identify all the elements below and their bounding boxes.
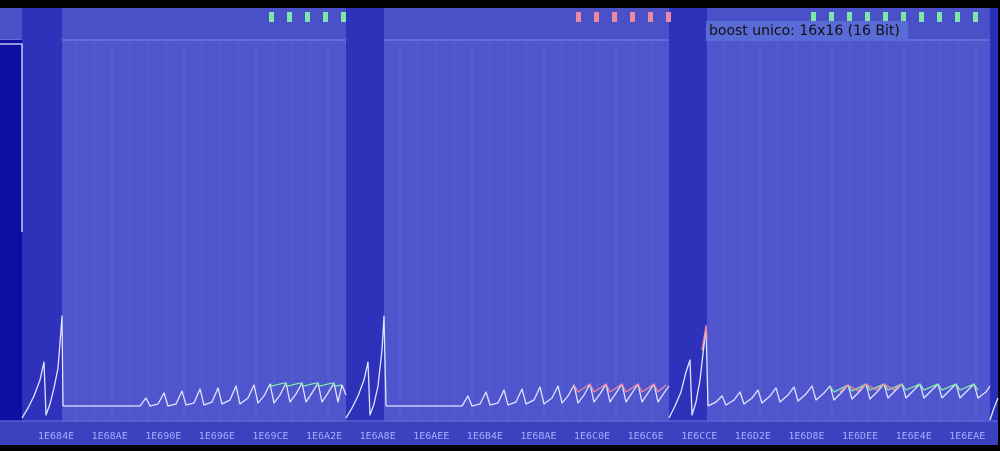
x-axis-labels: 1E684E 1E68AE 1E690E 1E696E 1E69CE 1E6A2E 1E6A…: [38, 431, 985, 442]
x-axis-label: 1E68AE: [92, 431, 128, 442]
x-axis-label: 1E6DEE: [842, 431, 878, 442]
x-axis-label: 1E696E: [199, 431, 235, 442]
red-marker: [648, 12, 653, 22]
green-marker: [883, 12, 888, 22]
red-marker: [612, 12, 617, 22]
green-marker: [955, 12, 960, 22]
green-marker: [937, 12, 942, 22]
plot-area: [0, 8, 998, 445]
x-axis-label: 1E6A2E: [306, 431, 342, 442]
trace-segment-1-green: [269, 382, 343, 387]
bank-band-2: [346, 8, 384, 445]
green-marker: [305, 12, 310, 22]
data-traces: [0, 43, 999, 421]
right-edge-band: [990, 8, 998, 445]
trace-segment-2-red: [573, 383, 667, 393]
x-axis-label: 1E69CE: [252, 431, 288, 442]
x-axis-label: 1E690E: [145, 431, 181, 442]
green-marker: [287, 12, 292, 22]
x-axis-label: 1E6A8E: [360, 431, 396, 442]
x-axis-label: 1E6CCE: [681, 431, 717, 442]
trace-segment-3-green: [829, 383, 979, 393]
green-marker: [865, 12, 870, 22]
trace-segment-2-baseline: [386, 383, 670, 407]
left-edge-band: [0, 40, 22, 445]
trace-segment-3-red-peak: [701, 325, 708, 351]
x-axis-label: 1E6D8E: [788, 431, 824, 442]
x-axis-label: 1E6BAE: [520, 431, 556, 442]
bank-band-3: [669, 8, 707, 445]
trace-segment-3-red: [839, 383, 903, 393]
x-axis-label: 1E6E4E: [896, 431, 932, 442]
x-axis-label: 1E684E: [38, 431, 74, 442]
green-marker: [811, 12, 816, 22]
red-marker: [630, 12, 635, 22]
red-marker: [666, 12, 671, 22]
red-marker: [594, 12, 599, 22]
x-axis-strip: [0, 421, 998, 445]
trace-right-edge: [989, 397, 999, 421]
green-marker: [323, 12, 328, 22]
trace-segment-3-wave: [707, 383, 991, 407]
green-marker: [919, 12, 924, 22]
green-marker: [901, 12, 906, 22]
map-tooltip: boost unico: 16x16 (16 Bit): [706, 21, 908, 41]
green-marker: [269, 12, 274, 22]
trace-segment-3-rise: [668, 325, 709, 419]
x-axis-label: 1E6B4E: [467, 431, 503, 442]
red-marker: [576, 12, 581, 22]
green-marker: [341, 12, 346, 22]
green-marker: [847, 12, 852, 22]
green-marker: [973, 12, 978, 22]
edge-trace: [0, 43, 23, 232]
x-axis-label: 1E6D2E: [735, 431, 771, 442]
trace-segment-2-rise: [345, 315, 387, 419]
green-marker: [829, 12, 834, 22]
top-markers: [269, 12, 978, 22]
trace-segment-1-baseline: [63, 382, 347, 407]
x-axis-label: 1E6C6E: [628, 431, 664, 442]
x-axis-label: 1E6EAE: [949, 431, 985, 442]
trace-segment-1-rise: [21, 315, 64, 419]
x-axis-label: 1E6AEE: [413, 431, 449, 442]
x-axis-label: 1E6C0E: [574, 431, 610, 442]
